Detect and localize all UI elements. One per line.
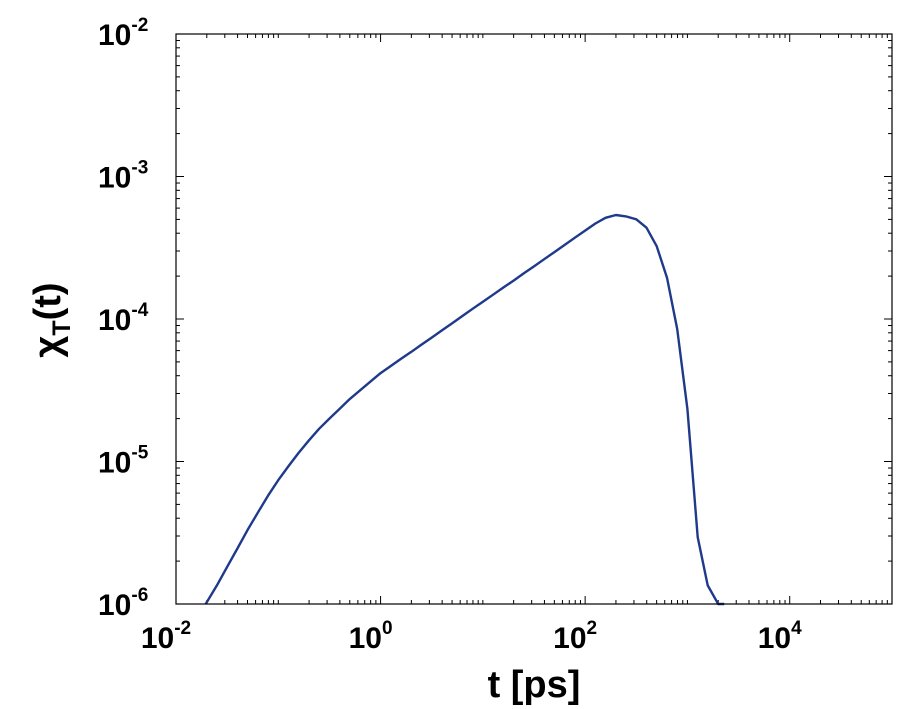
- y-tick-exponent: -2: [131, 15, 148, 36]
- y-tick-exponent: -5: [131, 443, 148, 464]
- tick-marks: [175, 34, 892, 605]
- y-axis-label-suffix: (t): [27, 282, 69, 320]
- series-group: [204, 213, 725, 606]
- x-tick-label: 100: [349, 618, 393, 655]
- x-tick-exponent: -2: [174, 618, 191, 639]
- y-tick-label: 10-2: [98, 15, 148, 52]
- y-tick-exponent: -4: [131, 300, 148, 321]
- y-tick-labels: 10-610-510-410-310-2: [98, 15, 149, 622]
- x-tick-exponent: 0: [382, 618, 393, 639]
- y-tick-base: 10: [98, 304, 131, 337]
- y-tick-label: 10-3: [98, 158, 148, 195]
- y-tick-base: 10: [98, 447, 131, 480]
- plot-frame: [175, 33, 893, 605]
- x-tick-base: 10: [758, 622, 791, 655]
- x-axis-label: t [ps]: [488, 664, 581, 706]
- series-line: [204, 213, 725, 606]
- y-tick-base: 10: [98, 19, 131, 52]
- y-tick-label: 10-5: [98, 443, 149, 480]
- x-tick-label: 102: [553, 618, 597, 655]
- x-tick-label: 104: [758, 618, 802, 655]
- plot-area: [176, 34, 892, 604]
- y-axis-label-subscript: T: [48, 320, 76, 335]
- x-tick-base: 10: [349, 622, 382, 655]
- x-tick-labels: 10-2 100 102 104: [141, 618, 802, 655]
- y-tick-label: 10-6: [98, 585, 148, 622]
- x-tick-base: 10: [141, 622, 174, 655]
- y-axis-label-base: χ: [27, 336, 69, 358]
- y-tick-exponent: -3: [131, 158, 148, 179]
- y-axis-label: χT(t): [27, 282, 76, 357]
- y-tick-exponent: -6: [131, 585, 148, 606]
- y-tick-base: 10: [98, 162, 131, 195]
- y-tick-base: 10: [98, 589, 131, 622]
- x-tick-exponent: 4: [791, 618, 802, 639]
- y-tick-label: 10-4: [98, 300, 149, 337]
- x-tick-exponent: 2: [587, 618, 598, 639]
- x-tick-label: 10-2: [141, 618, 191, 655]
- x-tick-base: 10: [553, 622, 586, 655]
